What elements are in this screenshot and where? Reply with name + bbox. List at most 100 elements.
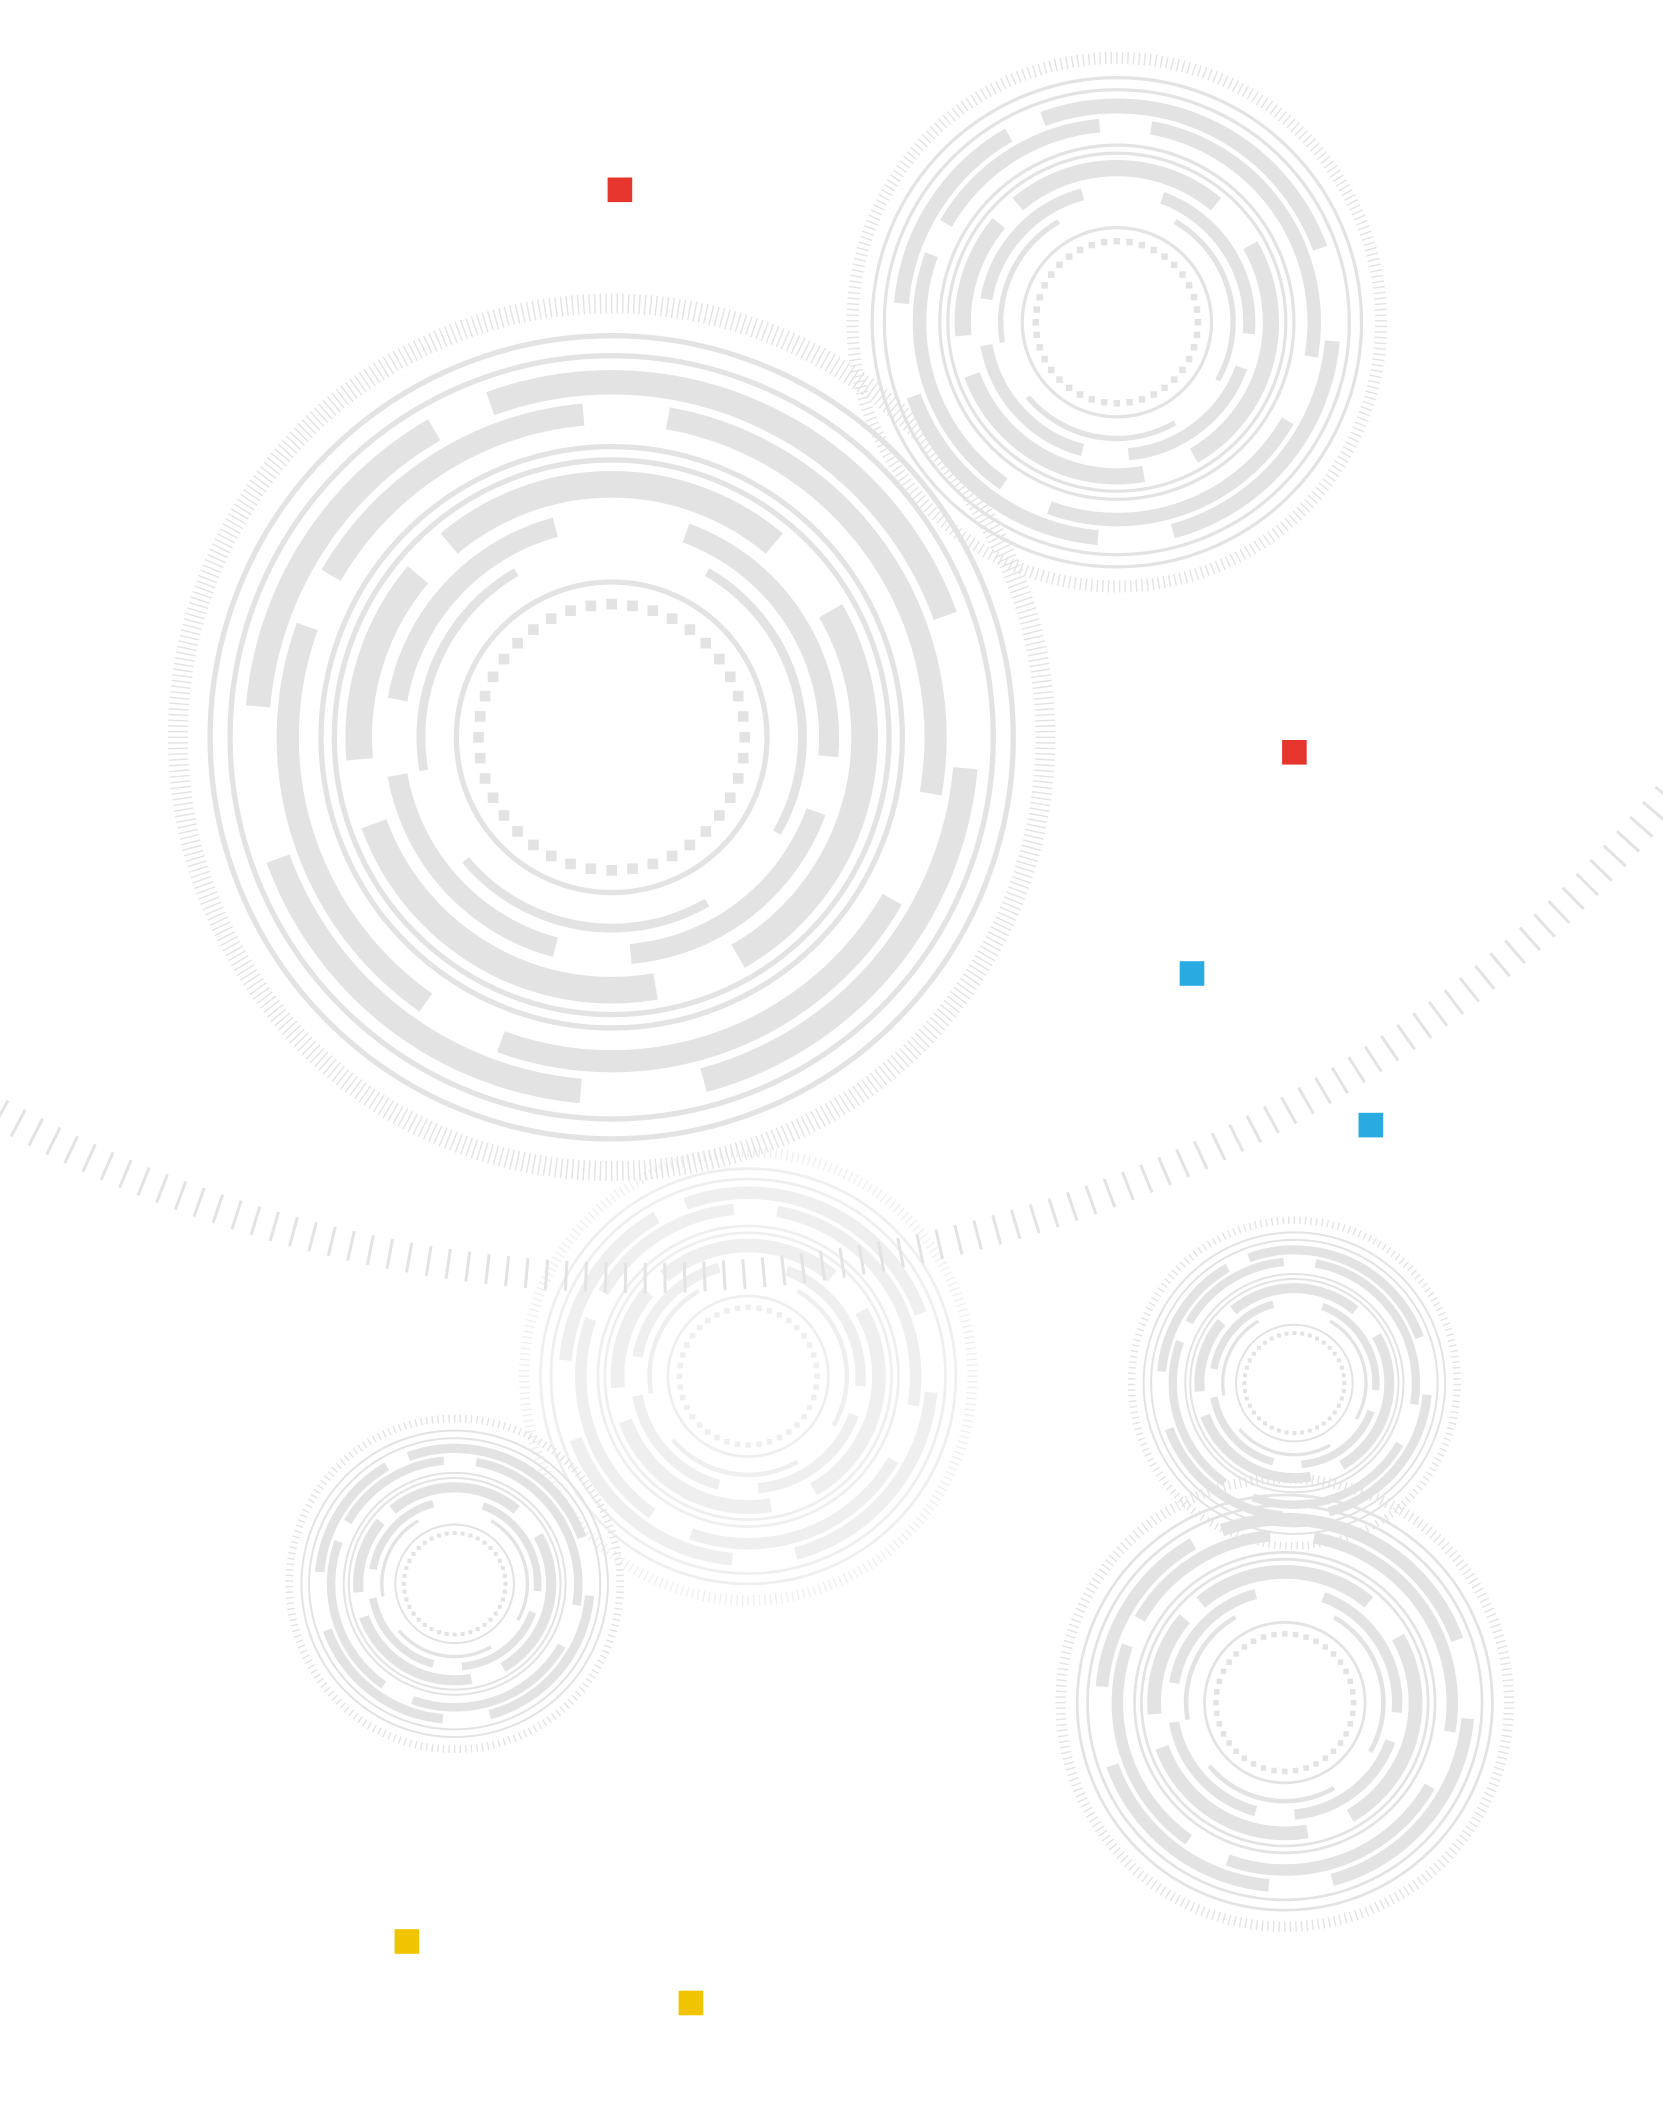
arc-tick <box>1065 1191 1079 1222</box>
gear-arc-segment <box>682 523 840 758</box>
gear-ring <box>331 457 892 1018</box>
gear-arc-segment <box>1294 1739 1396 1820</box>
gear-arc-segment <box>475 1457 583 1607</box>
arc-tick <box>118 1159 133 1189</box>
arc-tick <box>346 1230 356 1261</box>
gear-arc-segment <box>323 1628 444 1724</box>
gear-ring <box>938 143 1296 501</box>
gear-arc-segment <box>1095 1538 1197 1688</box>
arc-tick <box>1547 900 1571 924</box>
arc-tick <box>484 1253 491 1285</box>
arc-tick <box>1412 1012 1433 1039</box>
arc-tick <box>1280 1096 1298 1125</box>
arc-tick <box>780 1255 787 1286</box>
gear-ring <box>1133 1550 1437 1855</box>
arc-tick <box>1561 886 1585 911</box>
gear-ring <box>1020 225 1214 419</box>
gear-center-faded <box>518 1146 978 1606</box>
yellow-square-marker-2 <box>678 1990 704 2016</box>
arc-tick <box>444 1248 452 1279</box>
gear-ring <box>318 443 905 1031</box>
gear-ring <box>347 1476 562 1691</box>
gear-arc-segment <box>629 808 826 964</box>
gear-arc-segment <box>1106 1763 1270 1892</box>
arc-tick <box>1474 964 1496 990</box>
square-marker-group <box>394 177 1384 2016</box>
gear-inner-dots <box>401 1530 508 1637</box>
gear-ring <box>1140 1557 1430 1848</box>
arc-tick <box>307 1221 318 1252</box>
gear-arc-segment <box>276 622 433 1012</box>
arc-tick <box>721 1260 727 1291</box>
gear-arc-segment <box>353 1518 385 1593</box>
gear-arc-segment <box>1160 192 1256 335</box>
arc-tick <box>741 1258 747 1290</box>
gear-arc-segment <box>757 1412 859 1494</box>
gear-arc-segment <box>784 1265 866 1387</box>
gear-arc-segment <box>486 370 957 621</box>
gear-arc-segment <box>245 419 441 708</box>
gear-arc-segment <box>1329 1319 1368 1420</box>
arc-tick <box>288 1216 299 1247</box>
arc-tick <box>230 1200 243 1230</box>
gear-arc-segment <box>1040 98 1328 251</box>
arc-tick <box>1518 926 1542 951</box>
gear-ring <box>1075 1493 1494 1912</box>
gear-arc-segment <box>1251 1441 1404 1509</box>
gear-ring <box>596 1224 900 1528</box>
arc-tick <box>1575 872 1599 897</box>
gear-arc-segment <box>906 393 1099 546</box>
gear-arc-segment <box>1189 241 1280 463</box>
gear-ring <box>342 1471 567 1696</box>
arc-tick <box>1615 830 1641 853</box>
arc-tick <box>268 1211 280 1242</box>
arc-tick <box>385 1238 395 1269</box>
gear-arc-segment <box>387 773 559 957</box>
gear-inner-dots <box>1242 1331 1347 1436</box>
gear-ring <box>1189 1277 1400 1489</box>
gear-arc-segment <box>632 1262 721 1358</box>
gear-arc-segment <box>345 566 429 761</box>
gear-arc-segment <box>1320 1302 1380 1391</box>
arc-tick <box>953 1224 964 1255</box>
arc-tick <box>934 1229 945 1260</box>
gear-arc-segment <box>440 471 783 554</box>
gear-ring <box>308 1437 602 1731</box>
gear-top-right <box>846 51 1388 593</box>
gear-arc-segment <box>1196 1564 1374 1608</box>
arc-tick <box>1139 1164 1154 1194</box>
gear-ring <box>946 151 1288 493</box>
gear-arc-segment <box>1225 1783 1435 1876</box>
gear-arc-segment <box>796 1288 850 1427</box>
arc-tick <box>1047 1198 1060 1228</box>
gear-arc-segment <box>343 1456 445 1525</box>
gear-arc-segment <box>1210 1300 1275 1370</box>
gear-arc-segment <box>1169 1721 1258 1817</box>
gear-arc-segment <box>688 1457 899 1550</box>
gear-arc-segment <box>416 568 519 772</box>
gear-inner-dots <box>1213 1631 1357 1775</box>
gear-arc-segment <box>497 893 902 1073</box>
arc-tick <box>211 1194 225 1224</box>
arc-tick <box>1458 977 1480 1003</box>
arc-tick <box>9 1109 27 1138</box>
gear-outer-ticks <box>1055 1473 1515 1932</box>
arc-tick <box>1533 913 1556 938</box>
gear-inner-dots <box>1032 237 1202 407</box>
gear-arc-segment <box>315 1462 390 1573</box>
gear-arc-segment <box>1330 1718 1474 1886</box>
arc-tick <box>1489 952 1511 978</box>
arc-tick <box>99 1151 115 1181</box>
gear-arc-segment <box>1247 1245 1424 1340</box>
gear-arc-segment <box>1321 1592 1403 1713</box>
gear-arc-segment <box>369 1597 435 1668</box>
gear-arc-segment <box>490 1519 530 1622</box>
gear-arc-segment <box>1314 1259 1421 1405</box>
gear-arc-segment <box>359 1615 473 1686</box>
arc-tick <box>1380 1034 1400 1062</box>
gear-arc-segment <box>1301 1409 1375 1469</box>
gear-arc-segment <box>389 1482 520 1514</box>
gear-group <box>167 51 1515 1932</box>
gear-arc-segment <box>954 217 1006 337</box>
